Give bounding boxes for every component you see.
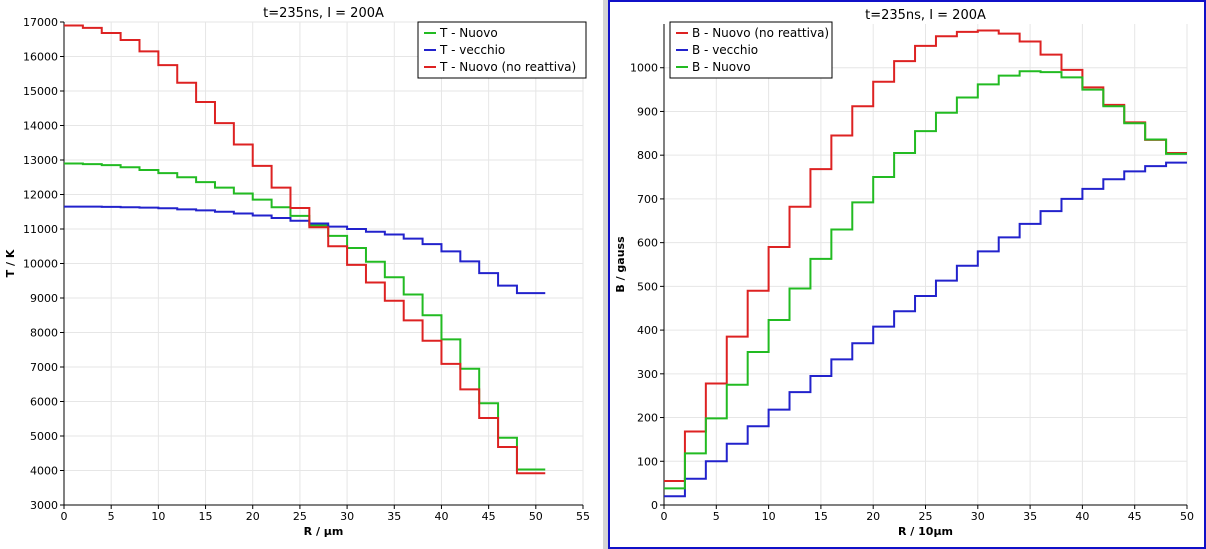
legend-box — [417, 21, 587, 79]
series-line-2 — [64, 24, 546, 475]
legend: T - Nuovo T - vecchio T - Nuovo (no reatti… — [417, 21, 587, 79]
x-tick-label: 55 — [576, 510, 590, 523]
y-tick-label: 6000 — [30, 396, 58, 409]
x-tick-label: 30 — [971, 510, 985, 523]
chart-panel-right[interactable]: 0 5 10 15 20 25 30 35 40 45 50 0 100 200 300 400 500 600 7… — [608, 0, 1206, 549]
y-tick-label: 400 — [637, 324, 658, 337]
y-tick-label: 600 — [637, 237, 658, 250]
x-tick-label: 35 — [387, 510, 401, 523]
x-tick-label: 20 — [866, 510, 880, 523]
x-tick-label: 50 — [1180, 510, 1194, 523]
legend-entry: T - vecchio — [439, 43, 505, 57]
x-tick-label: 40 — [434, 510, 448, 523]
grid — [663, 24, 1188, 506]
legend-entry: B - Nuovo (no reattiva) — [692, 26, 829, 40]
x-tick-label: 30 — [340, 510, 354, 523]
series-line-0 — [64, 162, 546, 471]
x-tick-label: 10 — [762, 510, 776, 523]
x-tick-label: 25 — [919, 510, 933, 523]
temperature-chart: 0 5 10 15 20 25 30 35 40 45 50 55 3000 4000 5000 6000 70… — [4, 6, 590, 538]
y-tick-label: 17000 — [23, 16, 58, 29]
x-axis-label: R / 10µm — [898, 525, 953, 538]
y-tick-label: 5000 — [30, 430, 58, 443]
y-tick-label: 10000 — [23, 258, 58, 271]
y-tick-label: 700 — [637, 193, 658, 206]
y-tick-label: 500 — [637, 280, 658, 293]
x-tick-label: 15 — [199, 510, 213, 523]
y-tick-label: 13000 — [23, 154, 58, 167]
chart-panel-left[interactable]: 0 5 10 15 20 25 30 35 40 45 50 55 3000 4000 5000 6000 70… — [0, 0, 603, 549]
y-tick-label: 16000 — [23, 51, 58, 64]
y-axis-label: T / K — [4, 249, 17, 277]
x-tick-label: 10 — [151, 510, 165, 523]
chart-title: t=235ns, I = 200A — [263, 6, 384, 21]
y-tick-label: 7000 — [30, 361, 58, 374]
x-tick-label: 5 — [108, 510, 115, 523]
y-tick-label: 900 — [637, 105, 658, 118]
x-tick-label: 40 — [1075, 510, 1089, 523]
x-axis-label: R / µm — [304, 525, 344, 538]
legend-entry: T - Nuovo (no reattiva) — [439, 60, 576, 74]
magnetic-field-chart: 0 5 10 15 20 25 30 35 40 45 5001002003004005006007… — [614, 8, 1194, 538]
x-tick-label: 0 — [61, 510, 68, 523]
legend-box — [669, 21, 833, 79]
y-tick-label: 14000 — [23, 120, 58, 133]
legend-entry: T - Nuovo — [439, 26, 498, 40]
x-tick-label: 0 — [661, 510, 668, 523]
y-tick-label: 15000 — [23, 85, 58, 98]
legend-entry: B - vecchio — [692, 43, 758, 57]
y-tick-label: 0 — [651, 499, 658, 512]
y-tick-label: 8000 — [30, 327, 58, 340]
y-tick-label: 800 — [637, 149, 658, 162]
x-tick-label: 45 — [482, 510, 496, 523]
grid — [63, 21, 584, 506]
y-tick-label: 200 — [637, 412, 658, 425]
y-tick-label: 11000 — [23, 223, 58, 236]
legend-entry: B - Nuovo — [692, 60, 751, 74]
y-tick-label: 12000 — [23, 189, 58, 202]
y-tick-label: 4000 — [30, 465, 58, 478]
series-line-1 — [664, 161, 1187, 498]
x-tick-label: 45 — [1128, 510, 1142, 523]
x-tick-label: 35 — [1023, 510, 1037, 523]
series-line-1 — [64, 205, 546, 295]
series-line-0 — [664, 29, 1187, 482]
x-tick-label: 5 — [713, 510, 720, 523]
y-axis-label: B / gauss — [614, 236, 627, 293]
x-tick-label: 15 — [814, 510, 828, 523]
x-tick-label: 20 — [246, 510, 260, 523]
x-tick-label: 25 — [293, 510, 307, 523]
y-tick-label: 300 — [637, 368, 658, 381]
y-tick-label: 1000 — [630, 62, 658, 75]
series-line-2 — [664, 70, 1187, 490]
legend: B - Nuovo (no reattiva) B - vecchio B - Nu… — [669, 21, 833, 79]
y-tick-label: 9000 — [30, 292, 58, 305]
x-tick-label: 50 — [529, 510, 543, 523]
chart-title: t=235ns, I = 200A — [865, 8, 986, 23]
y-tick-label: 100 — [637, 455, 658, 468]
y-tick-label: 3000 — [30, 499, 58, 512]
